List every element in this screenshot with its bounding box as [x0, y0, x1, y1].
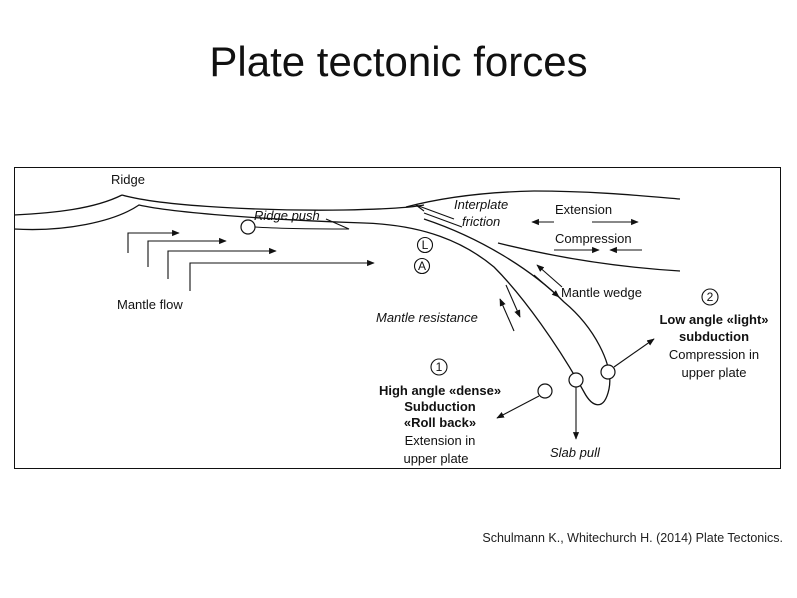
ridge-push-arrow [254, 218, 350, 230]
mantle-flow-arrow-2 [147, 237, 227, 267]
label-compression: Compression [555, 231, 632, 246]
friction-arrow-upper [415, 204, 455, 220]
mantle-flow-arrows [127, 229, 375, 291]
mantle-flow-arrow-3 [167, 247, 277, 279]
diagram-frame [14, 167, 781, 469]
case1-line-5: upper plate [403, 451, 468, 466]
plate-tectonics-diagram: L A 1 2 Ridge Ridge push Interplate fric… [14, 167, 781, 469]
lithosphere-base [14, 204, 611, 406]
case1-labels: High angle «dense» Subduction «Roll back… [379, 383, 501, 466]
case1-line-1: High angle «dense» [379, 383, 501, 398]
label-mantle-flow: Mantle flow [117, 297, 183, 312]
rollback-circle [537, 383, 553, 399]
mantle-flow-arrow-1 [127, 229, 180, 253]
ocean-surface-left [14, 194, 123, 216]
wedge-arrow-1 [533, 274, 560, 298]
case2-line-4: upper plate [681, 365, 746, 380]
compression-circle [600, 364, 616, 380]
label-ridge-push: Ridge push [254, 208, 320, 223]
slide-title: Plate tectonic forces [209, 38, 588, 85]
friction-arrow-lower [423, 212, 463, 228]
resistance-arrow-1 [505, 284, 521, 318]
label-mantle-wedge: Mantle wedge [561, 285, 642, 300]
label-interplate: Interplate [454, 197, 508, 212]
compression-case-arrow [613, 338, 655, 368]
marker-2-text: 2 [707, 290, 714, 304]
case1-line-2: Subduction [404, 399, 476, 414]
marker-l-text: L [422, 238, 429, 252]
marker-l-circle [416, 236, 434, 254]
marker-a-text: A [418, 259, 426, 273]
marker-2-circle [701, 288, 719, 306]
citation: Schulmann K., Whitechurch H. (2014) Plat… [482, 531, 783, 545]
rollback-arrow [496, 395, 540, 419]
case2-line-1: Low angle «light» [659, 312, 768, 327]
plate-lines [14, 190, 681, 406]
resistance-arrow-2 [499, 298, 515, 332]
marker-1-circle [430, 358, 448, 376]
label-slab-pull: Slab pull [550, 445, 601, 460]
label-friction: friction [462, 214, 500, 229]
label-extension: Extension [555, 202, 612, 217]
case1-line-3: «Roll back» [404, 415, 476, 430]
case2-line-3: Compression in [669, 347, 759, 362]
ridge-push-circle [240, 219, 256, 235]
mantle-flow-arrow-4 [189, 259, 375, 291]
label-ridge: Ridge [111, 172, 145, 187]
upper-plate-surface [405, 190, 681, 208]
upper-plate-base [497, 242, 681, 272]
slab-pull-circle [568, 372, 584, 388]
ocean-surface-right [121, 194, 425, 211]
marker-a-circle [413, 257, 431, 275]
case2-line-2: subduction [679, 329, 749, 344]
label-mantle-resistance: Mantle resistance [376, 310, 478, 325]
wedge-arrow-2 [536, 264, 563, 288]
case2-labels: Low angle «light» subduction Compression… [659, 312, 768, 380]
marker-1-text: 1 [436, 360, 443, 374]
case1-line-4: Extension in [405, 433, 476, 448]
